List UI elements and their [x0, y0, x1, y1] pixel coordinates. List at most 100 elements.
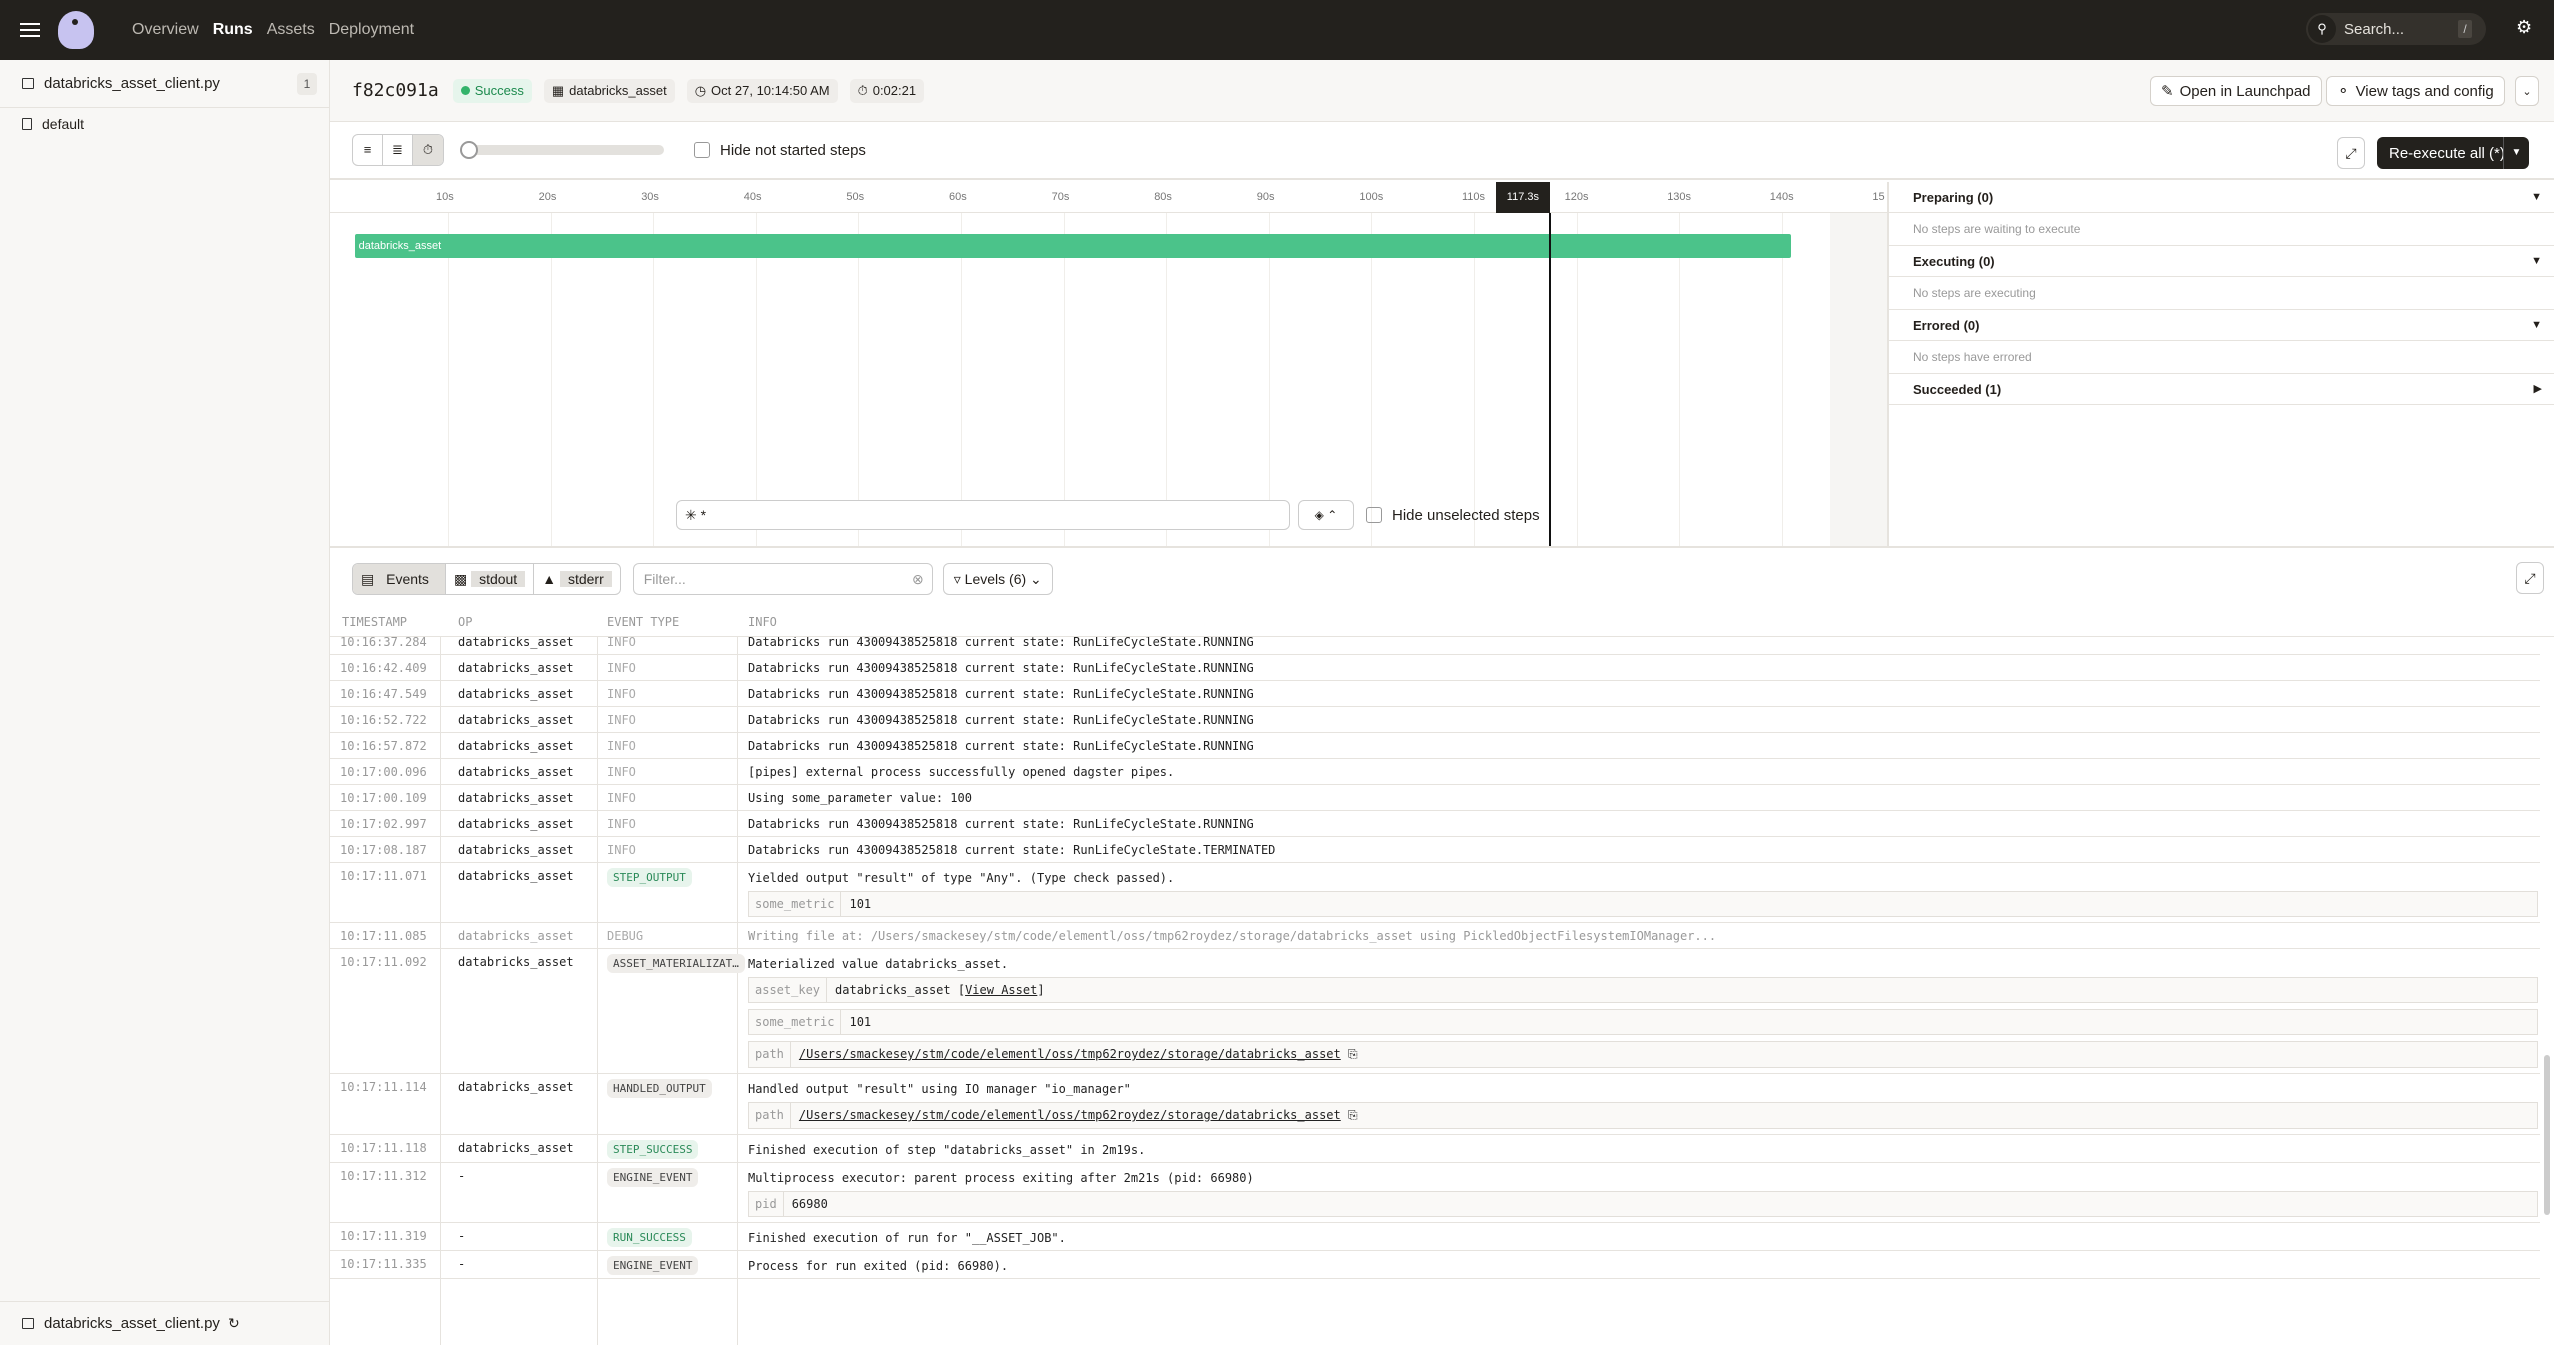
- log-event-type: INFO: [607, 661, 636, 675]
- selection-options-button[interactable]: ◈ ⌃: [1298, 500, 1354, 530]
- caret-down-icon[interactable]: ▼: [2531, 191, 2542, 203]
- copy-icon[interactable]: ⎘: [1340, 1108, 1358, 1122]
- metadata-text: 101: [849, 897, 872, 911]
- nav-assets[interactable]: Assets: [266, 21, 315, 38]
- nav-runs[interactable]: Runs: [212, 21, 253, 38]
- grid-line: [1063, 213, 1065, 546]
- zoom-slider[interactable]: [460, 141, 664, 159]
- checkbox-label: Hide unselected steps: [1392, 506, 1540, 524]
- log-event-type: INFO: [607, 739, 636, 753]
- log-scrollbar[interactable]: [2544, 1055, 2550, 1215]
- asset-tag[interactable]: ▦ databricks_asset: [543, 78, 675, 103]
- event-type-badge: ASSET_MATERIALIZAT…: [607, 954, 745, 973]
- group-title: Errored (0): [1913, 318, 1980, 333]
- metadata-entry: asset_key databricks_asset [View Asset]: [748, 977, 2538, 1003]
- re-execute-all-button[interactable]: Re-execute all (*) ▼: [2377, 137, 2529, 169]
- sidebar-footer-location[interactable]: databricks_asset_client.py ↻: [0, 1301, 330, 1345]
- tab-stdout[interactable]: ▩ stdout: [446, 563, 535, 594]
- log-message: Finished execution of step "databricks_a…: [748, 1143, 1146, 1157]
- filter-icon: ▿: [953, 570, 965, 587]
- log-info: Finished execution of run for "__ASSET_J…: [748, 1223, 2540, 1250]
- log-info: Process for run exited (pid: 66980).: [748, 1251, 2540, 1278]
- step-bar-databricks-asset[interactable]: databricks_asset: [354, 234, 1792, 258]
- divider: [737, 637, 738, 1345]
- view-tags-and-config-button[interactable]: ⚬ View tags and config: [2326, 76, 2505, 106]
- column-op: OP: [458, 615, 473, 629]
- log-event-type: RUN_SUCCESS: [607, 1228, 692, 1247]
- step-group-header[interactable]: Executing (0) ▼: [1889, 246, 2554, 277]
- asset-name: databricks_asset: [569, 83, 667, 98]
- log-timestamp: 10:17:00.096: [340, 765, 427, 779]
- tab-stderr[interactable]: ▲ stderr: [534, 564, 620, 594]
- metadata-value: /Users/smackesey/stm/code/elementl/oss/t…: [791, 1042, 1366, 1067]
- copy-icon[interactable]: ⎘: [1340, 1047, 1358, 1061]
- view-asset-link[interactable]: View Asset: [965, 983, 1038, 997]
- metadata-key: some_metric: [749, 892, 842, 916]
- chevron-down-icon: ⌄: [2522, 85, 2532, 98]
- log-timestamp: 10:17:11.118: [340, 1141, 427, 1155]
- timer-view-icon[interactable]: ⏱: [413, 135, 443, 165]
- metadata-value: databricks_asset [View Asset]: [835, 983, 1045, 997]
- tab-label: stderr: [559, 570, 612, 587]
- sidebar-job-default[interactable]: default: [0, 116, 329, 132]
- reload-icon[interactable]: ↻: [227, 1315, 240, 1331]
- log-row: 10:16:57.872 databricks_asset INFO Databric…: [330, 733, 2540, 759]
- log-row: 10:17:11.319 - RUN_SUCCESS Finished executi…: [330, 1223, 2540, 1251]
- log-row: 10:17:08.187 databricks_asset INFO Databric…: [330, 837, 2540, 863]
- step-selection-input[interactable]: ✳ *: [676, 500, 1290, 530]
- dagster-logo[interactable]: [58, 11, 94, 49]
- log-row: 10:17:11.071 databricks_asset STEP_OUTPUT Y…: [330, 863, 2540, 923]
- open-in-launchpad-button[interactable]: ✎ Open in Launchpad: [2150, 76, 2322, 106]
- sidebar-code-location[interactable]: databricks_asset_client.py 1: [0, 60, 329, 108]
- expand-icon[interactable]: ⤢: [2516, 562, 2544, 594]
- tab-events[interactable]: ▤ Events: [353, 563, 446, 594]
- gear-icon[interactable]: ⚙: [2516, 17, 2533, 37]
- caret-down-icon[interactable]: ▼: [2531, 319, 2542, 331]
- time-cursor-label: 117.3s: [1495, 182, 1550, 213]
- log-op: databricks_asset: [458, 791, 574, 805]
- metadata-path-link[interactable]: /Users/smackesey/stm/code/elementl/oss/t…: [798, 1108, 1341, 1122]
- log-op: databricks_asset: [458, 929, 574, 943]
- caret-down-icon[interactable]: ▼: [2531, 255, 2542, 267]
- hamburger-menu-icon[interactable]: [20, 23, 40, 37]
- step-group-header[interactable]: Succeeded (1) ▶: [1889, 374, 2554, 405]
- nav-deployment[interactable]: Deployment: [328, 21, 415, 38]
- folder-icon: [22, 78, 34, 89]
- chevron-up-icon: ⌃: [1327, 508, 1338, 522]
- caret-right-icon[interactable]: ▶: [2533, 383, 2542, 395]
- checkbox[interactable]: [1366, 507, 1382, 523]
- log-info: Databricks run 43009438525818 current st…: [748, 837, 2540, 862]
- group-empty-message: No steps have errored: [1889, 341, 2554, 374]
- grid-line: [1371, 213, 1373, 546]
- waterfall-view-icon[interactable]: ≣: [383, 135, 413, 165]
- step-group-header[interactable]: Preparing (0) ▼: [1889, 182, 2554, 213]
- checkbox[interactable]: [694, 142, 710, 158]
- axis-tick-label: 130s: [1667, 191, 1692, 203]
- log-op: -: [458, 1257, 466, 1271]
- tag-icon: ⚬: [2337, 83, 2350, 100]
- log-filter-input[interactable]: Filter... ⊗: [632, 562, 933, 595]
- log-event-type: INFO: [607, 843, 636, 857]
- flat-view-icon[interactable]: ≡: [353, 135, 383, 165]
- log-info: Handled output "result" using IO manager…: [748, 1074, 2540, 1134]
- log-op: databricks_asset: [458, 661, 574, 675]
- metadata-path-link[interactable]: /Users/smackesey/stm/code/elementl/oss/t…: [798, 1047, 1341, 1061]
- more-actions-button[interactable]: ⌄: [2515, 76, 2539, 106]
- nav-overview[interactable]: Overview: [132, 21, 199, 38]
- log-op: databricks_asset: [458, 1080, 574, 1094]
- step-group-header[interactable]: Errored (0) ▼: [1889, 310, 2554, 341]
- grid-line: [1781, 213, 1783, 546]
- caret-down-icon[interactable]: ▼: [2503, 137, 2529, 169]
- metadata-value: 101: [841, 892, 879, 916]
- hide-not-started-checkbox[interactable]: Hide not started steps: [694, 142, 866, 159]
- search-input[interactable]: ⚲ Search... /: [2306, 13, 2486, 45]
- hide-unselected-checkbox[interactable]: Hide unselected steps: [1366, 500, 1540, 530]
- log-toolbar: ▤ Events ▩ stdout ▲ stderr Filter... ⊗ ▿ …: [330, 550, 2554, 607]
- footer-location-name: databricks_asset_client.py: [44, 1315, 220, 1332]
- clear-icon[interactable]: ⊗: [912, 570, 924, 587]
- slider-handle[interactable]: [460, 141, 478, 159]
- log-timestamp: 10:17:02.997: [340, 817, 427, 831]
- levels-dropdown[interactable]: ▿ Levels (6) ⌄: [942, 562, 1053, 595]
- log-event-type: INFO: [607, 765, 636, 779]
- expand-icon[interactable]: ⤢: [2337, 137, 2365, 169]
